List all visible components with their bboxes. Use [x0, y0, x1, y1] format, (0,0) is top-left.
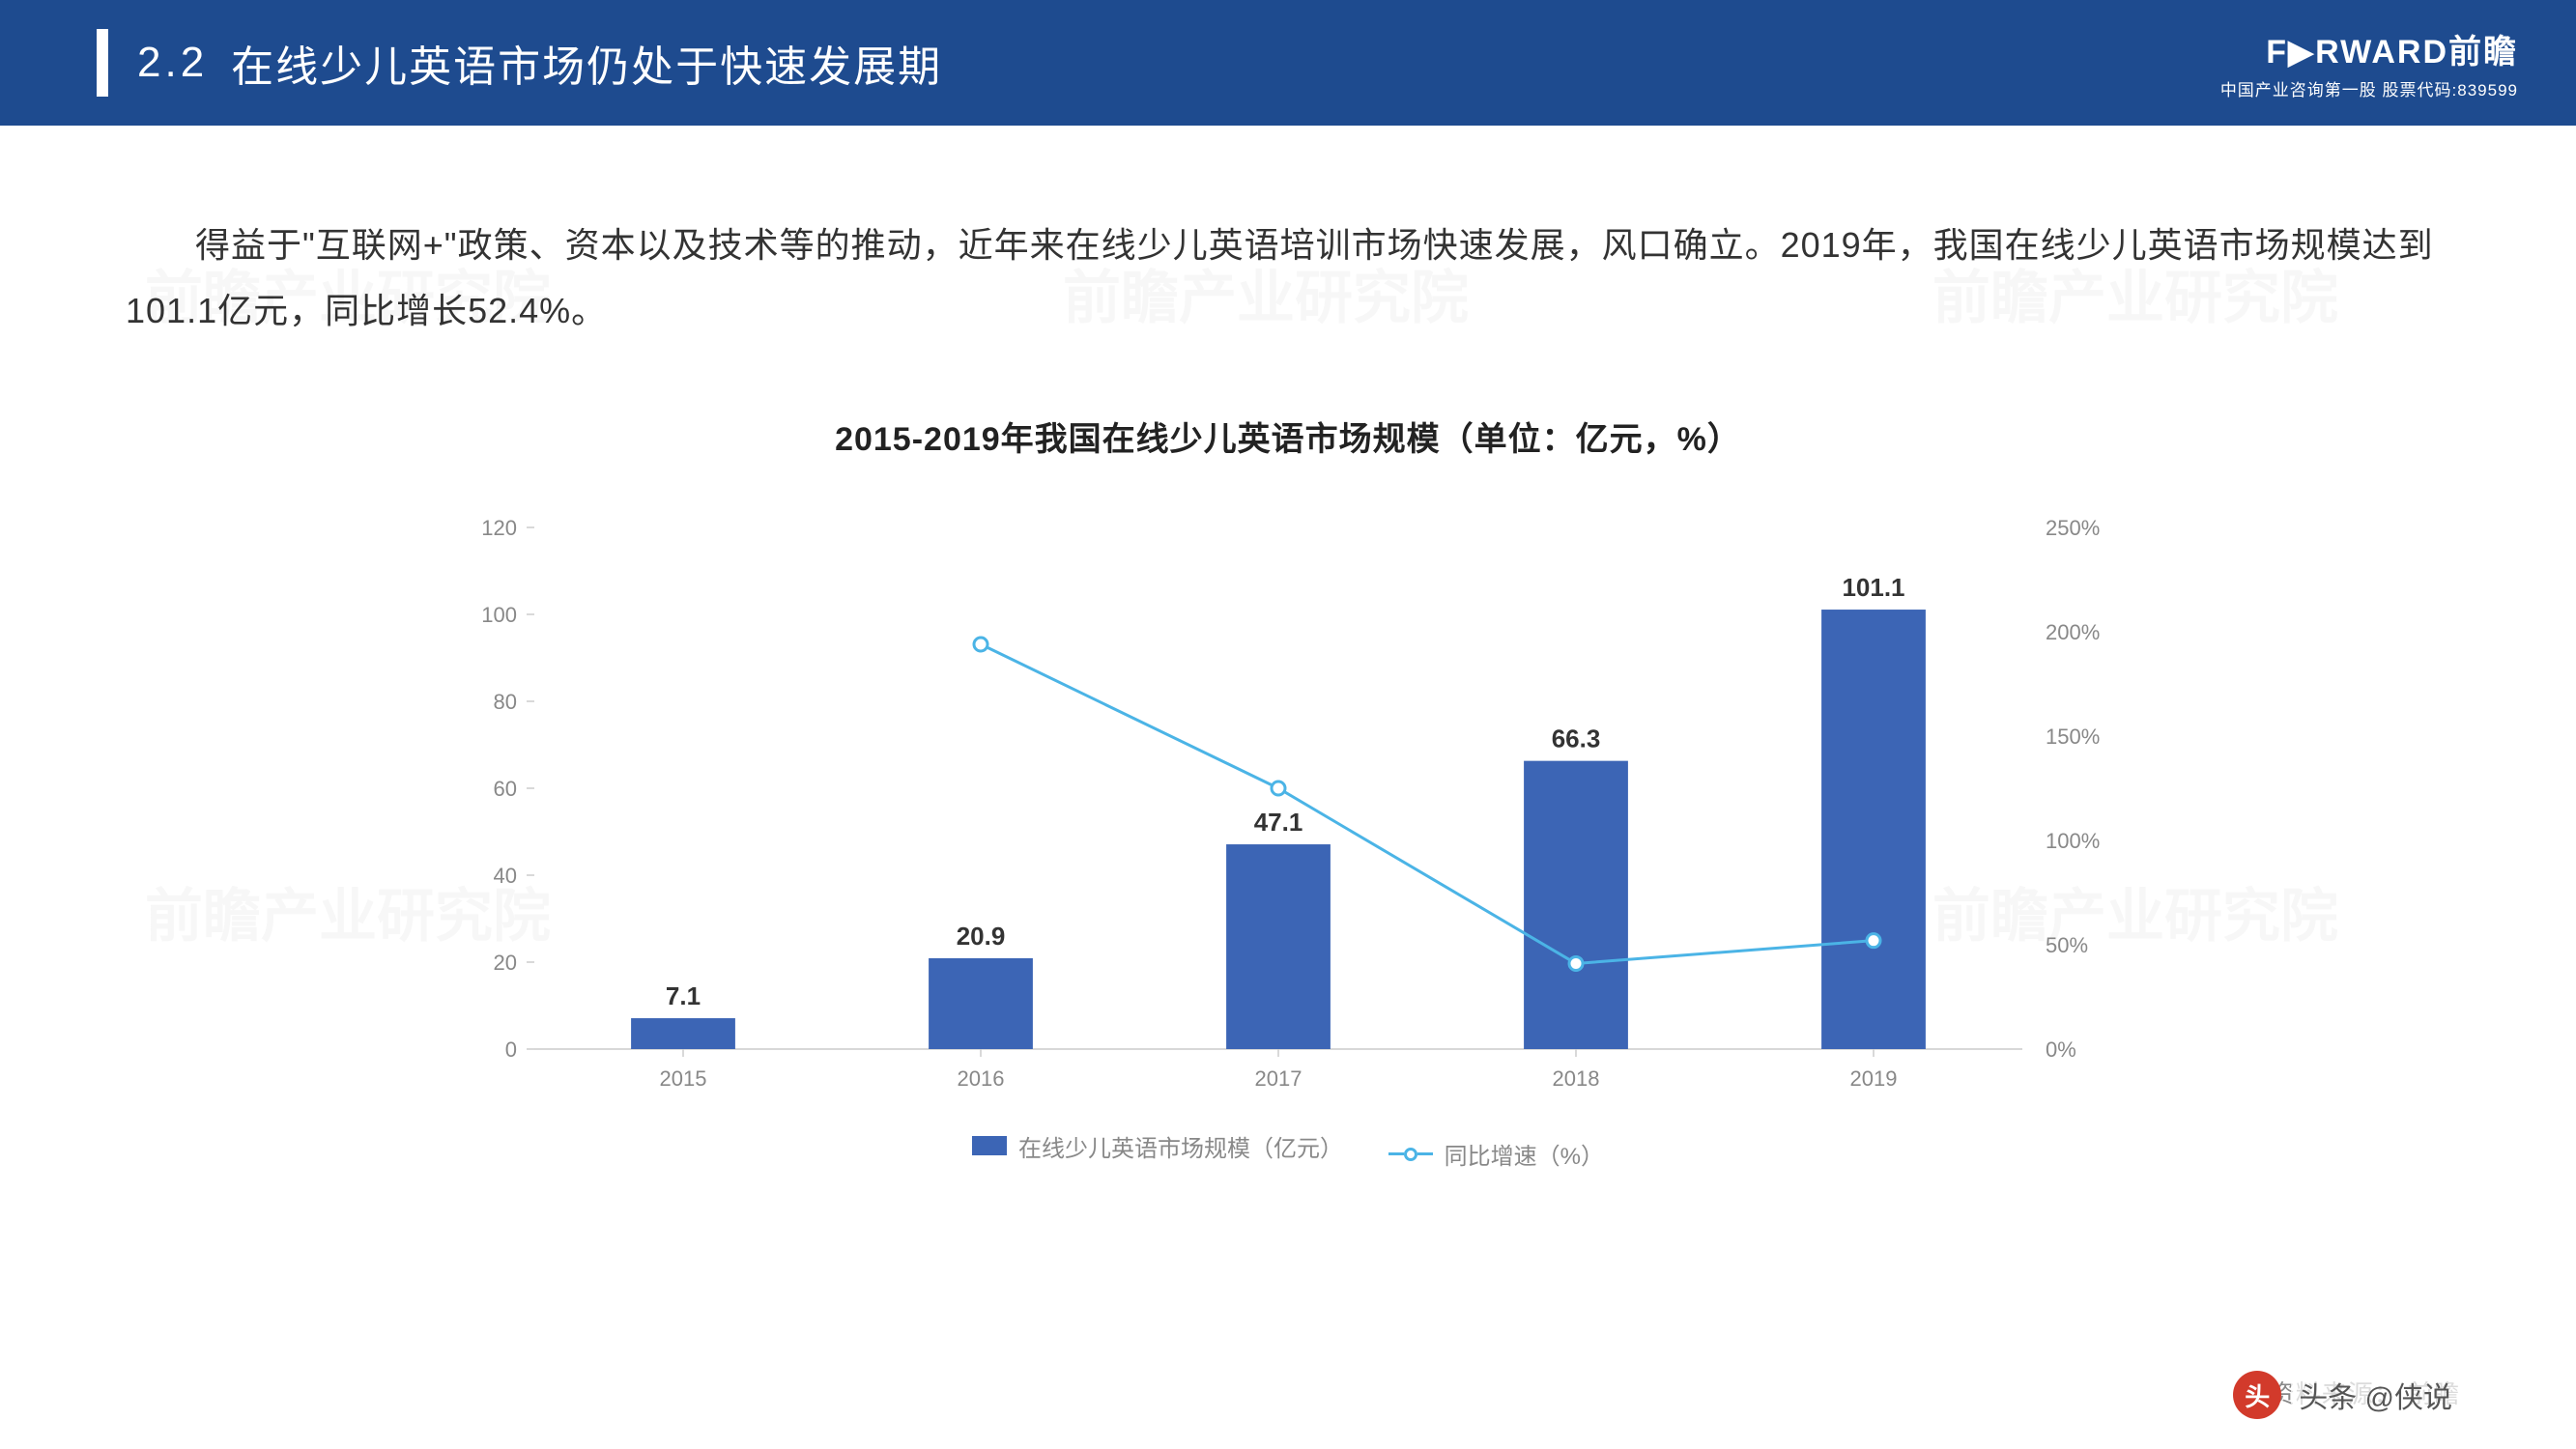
svg-text:7.1: 7.1 [666, 981, 701, 1010]
svg-text:60: 60 [494, 777, 517, 801]
svg-text:66.3: 66.3 [1552, 724, 1601, 753]
svg-text:47.1: 47.1 [1254, 808, 1303, 837]
svg-text:20.9: 20.9 [957, 922, 1006, 951]
combo-chart: 0 20 40 60 80 100 120 0% 50% 100% 150% 200% 250% 7.1 2… [418, 489, 2158, 1107]
svg-text:250%: 250% [2046, 516, 2100, 540]
svg-text:120: 120 [481, 516, 517, 540]
chart-container: 0 20 40 60 80 100 120 0% 50% 100% 150% 200% 250% 7.1 2… [418, 489, 2158, 1172]
page-header: 2.2 在线少儿英语市场仍处于快速发展期 F▶RWARD前瞻 中国产业咨询第一股… [0, 0, 2576, 126]
legend-line: 同比增速（%） [1388, 1137, 1604, 1171]
svg-text:50%: 50% [2046, 933, 2088, 957]
chart-legend: 在线少儿英语市场规模（亿元） 同比增速（%） [418, 1129, 2158, 1172]
svg-text:0: 0 [505, 1037, 517, 1062]
svg-text:101.1: 101.1 [1842, 573, 1904, 602]
svg-text:2017: 2017 [1255, 1066, 1302, 1091]
svg-text:0%: 0% [2046, 1037, 2076, 1062]
accent-bar [97, 29, 108, 97]
legend-bar-swatch [972, 1136, 1007, 1155]
header-right: F▶RWARD前瞻 中国产业咨询第一股 股票代码:839599 [2220, 25, 2518, 100]
body-paragraph: 得益于"互联网+"政策、资本以及技术等的推动，近年来在线少儿英语培训市场快速发展… [0, 126, 2576, 384]
svg-text:40: 40 [494, 864, 517, 888]
attribution-avatar-icon: 头 [2233, 1371, 2281, 1419]
svg-text:2019: 2019 [1850, 1066, 1898, 1091]
svg-text:2018: 2018 [1553, 1066, 1600, 1091]
legend-bar: 在线少儿英语市场规模（亿元） [972, 1129, 1343, 1163]
legend-line-swatch [1388, 1148, 1433, 1161]
section-number: 2.2 [137, 39, 208, 87]
svg-text:200%: 200% [2046, 620, 2100, 644]
svg-text:20: 20 [494, 951, 517, 975]
attribution-text: 头条 @侠说 [2291, 1370, 2460, 1420]
legend-line-label: 同比增速（%） [1445, 1137, 1604, 1171]
svg-text:80: 80 [494, 690, 517, 714]
logo-main: F▶RWARD前瞻 [2220, 25, 2518, 72]
header-left: 2.2 在线少儿英语市场仍处于快速发展期 [97, 29, 942, 97]
logo-sub: 中国产业咨询第一股 股票代码:839599 [2220, 76, 2518, 100]
svg-text:2016: 2016 [958, 1066, 1005, 1091]
svg-text:2015: 2015 [660, 1066, 707, 1091]
svg-text:150%: 150% [2046, 724, 2100, 749]
svg-text:100: 100 [481, 603, 517, 627]
legend-bar-label: 在线少儿英语市场规模（亿元） [1018, 1129, 1343, 1163]
svg-text:100%: 100% [2046, 829, 2100, 853]
attribution-overlay: 头 头条 @侠说 [2233, 1370, 2460, 1420]
chart-title: 2015-2019年我国在线少儿英语市场规模（单位：亿元，%） [0, 412, 2576, 460]
section-title: 在线少儿英语市场仍处于快速发展期 [231, 32, 942, 94]
